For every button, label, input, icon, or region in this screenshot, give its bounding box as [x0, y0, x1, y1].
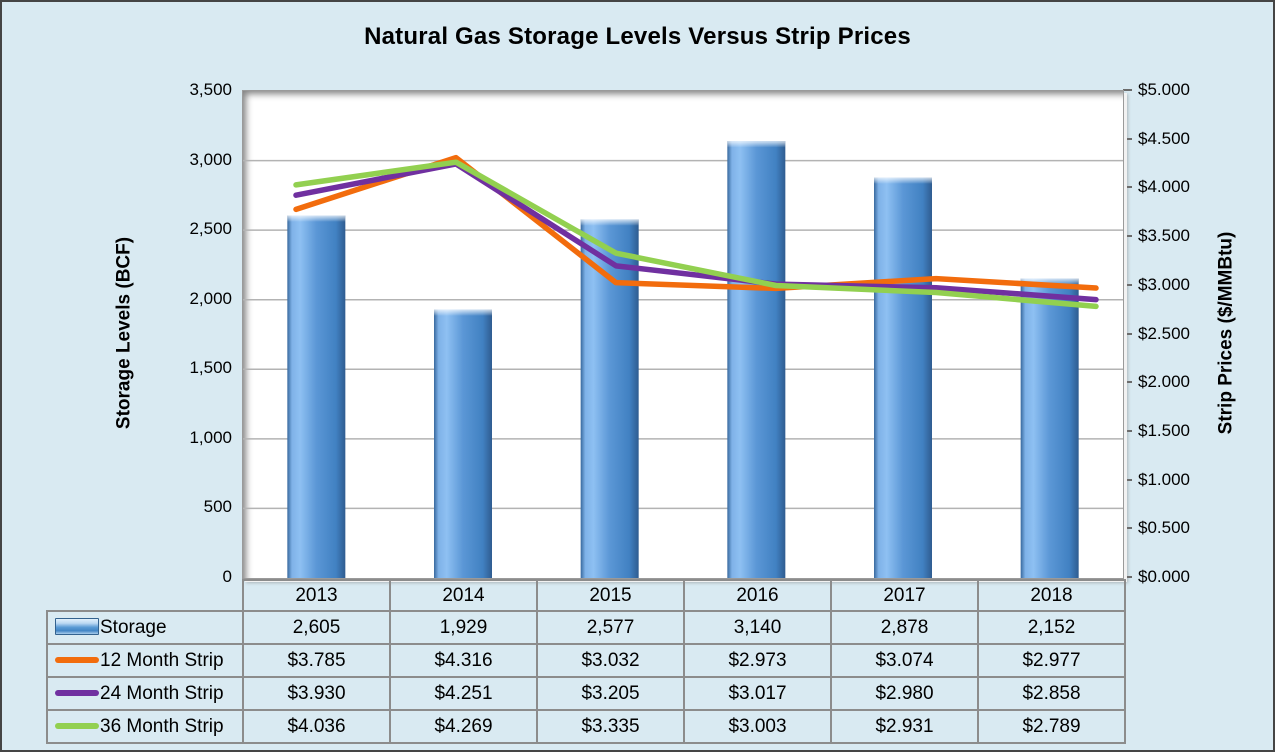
right-axis-tick-label: $0.000: [1138, 567, 1190, 586]
storage-bar: [727, 141, 786, 578]
table-row: 24 Month Strip $3.930 $4.251 $3.205 $3.017 $2…: [46, 676, 1126, 711]
legend-cell: 24 Month Strip: [46, 676, 244, 711]
left-axis-tick-label: 2,000: [189, 288, 232, 308]
right-axis-tick-mark: [1123, 478, 1132, 481]
value-cell: 2,878: [830, 610, 979, 645]
value-cell: 1,929: [389, 610, 538, 645]
value-cell: $4.036: [242, 709, 391, 744]
table-corner-blank: [47, 580, 243, 611]
36-month-strip-line-swatch-icon: [55, 722, 99, 729]
storage-bar: [580, 219, 639, 578]
storage-bar: [1020, 278, 1079, 578]
left-axis-tick-label: 1,000: [189, 427, 232, 447]
value-cell: $3.785: [242, 643, 391, 678]
table-row: 12 Month Strip $3.785 $4.316 $3.032 $2.973 $3…: [46, 643, 1126, 678]
legend-cell: 36 Month Strip: [46, 709, 244, 744]
year-cell: 2018: [977, 579, 1126, 612]
right-axis-tick-mark: [1123, 235, 1132, 238]
plot-area: [242, 90, 1124, 579]
legend-label: Storage: [100, 616, 167, 638]
storage-bar: [874, 177, 932, 578]
36-month-strip-line: [293, 159, 1099, 310]
left-axis-title: Storage Levels (BCF): [113, 236, 135, 430]
storage-bar-swatch-icon: [55, 617, 99, 635]
value-cell: $2.858: [977, 676, 1126, 711]
right-axis-tick-mark: [1123, 429, 1132, 432]
year-cell: 2013: [242, 579, 391, 612]
right-axis-tick-mark: [1123, 283, 1132, 286]
left-axis-tick-label: 3,000: [189, 149, 232, 169]
legend-cell: Storage: [46, 610, 244, 645]
value-cell: $3.930: [242, 676, 391, 711]
storage-bar-top-bevel: [580, 219, 639, 226]
year-cell: 2014: [389, 579, 538, 612]
right-axis-tick-label: $3.500: [1138, 226, 1190, 246]
storage-bar-top-bevel: [1020, 278, 1079, 285]
value-cell: $3.205: [536, 676, 685, 711]
value-cell: 3,140: [683, 610, 832, 645]
left-axis-tick-label: 500: [203, 497, 232, 517]
left-axis-tick-label: 1,500: [189, 358, 232, 378]
right-axis-tick-mark: [1123, 527, 1132, 530]
value-cell: 2,577: [536, 610, 685, 645]
value-cell: $3.032: [536, 643, 685, 678]
left-axis-tick-label: 2,500: [189, 219, 232, 239]
value-cell: $2.977: [977, 643, 1126, 678]
chart-title: Natural Gas Storage Levels Versus Strip …: [364, 23, 911, 50]
right-axis-tick-mark: [1123, 186, 1132, 189]
12-month-strip-line-swatch-icon: [55, 656, 99, 663]
value-cell: $2.789: [977, 709, 1126, 744]
right-axis-tick-label: $1.500: [1138, 420, 1190, 440]
year-cell: 2015: [536, 579, 685, 612]
right-axis-tick-mark: [1123, 89, 1132, 91]
right-axis-title: Strip Prices ($/MMBtu): [1215, 231, 1237, 435]
storage-bar-top-bevel: [434, 309, 492, 316]
combo-chart: [243, 141, 1123, 578]
year-header-row: 2013 2014 2015 2016 2017 2018: [47, 579, 1126, 612]
storage-bar: [287, 215, 346, 578]
value-cell: 2,152: [977, 610, 1126, 645]
legend-label: 24 Month Strip: [100, 682, 224, 704]
right-axis-tick-mark: [1123, 381, 1132, 384]
left-axis-tick-label: 0: [222, 567, 232, 586]
storage-bar-top-bevel: [287, 215, 346, 222]
right-axis-tick-label: $5.000: [1138, 80, 1190, 99]
right-axis-tick-mark: [1123, 332, 1132, 335]
right-axis-tick-label: $3.000: [1138, 274, 1190, 294]
value-cell: $3.074: [830, 643, 979, 678]
value-cell: $2.973: [683, 643, 832, 678]
data-table: 2013 2014 2015 2016 2017 2018 Storage 2,605 1,92…: [46, 579, 1126, 744]
storage-bar-top-bevel: [727, 141, 786, 148]
right-axis-tick-label: $1.000: [1138, 469, 1190, 489]
24-month-strip-line: [293, 161, 1099, 303]
value-cell: $3.335: [536, 709, 685, 744]
year-cell: 2016: [683, 579, 832, 612]
right-axis-tick-label: $0.500: [1138, 518, 1190, 538]
value-cell: $3.003: [683, 709, 832, 744]
right-axis-tick-mark: [1123, 137, 1132, 140]
left-axis-tick-label: 3,500: [189, 80, 232, 99]
value-cell: $3.017: [683, 676, 832, 711]
24-month-strip-line-swatch-icon: [55, 689, 99, 696]
value-cell: $2.980: [830, 676, 979, 711]
right-axis-tick-mark: [1123, 576, 1132, 578]
value-cell: $4.251: [389, 676, 538, 711]
legend-cell: 12 Month Strip: [46, 643, 244, 678]
year-cell: 2017: [830, 579, 979, 612]
table-row: Storage 2,605 1,929 2,577 3,140 2,878 2,152: [46, 610, 1126, 645]
table-row: 36 Month Strip $4.036 $4.269 $3.335 $3.003 $2…: [46, 709, 1126, 744]
storage-bar: [434, 309, 492, 578]
value-cell: $4.316: [389, 643, 538, 678]
legend-label: 12 Month Strip: [100, 649, 224, 671]
right-axis-tick-label: $4.500: [1138, 128, 1190, 148]
value-cell: $2.931: [830, 709, 979, 744]
right-axis-tick-label: $2.000: [1138, 372, 1190, 392]
right-axis-tick-label: $2.500: [1138, 323, 1190, 343]
right-axis-tick-label: $4.000: [1138, 177, 1190, 197]
legend-label: 36 Month Strip: [100, 715, 224, 737]
storage-bar-top-bevel: [874, 177, 932, 184]
value-cell: 2,605: [242, 610, 391, 645]
value-cell: $4.269: [389, 709, 538, 744]
